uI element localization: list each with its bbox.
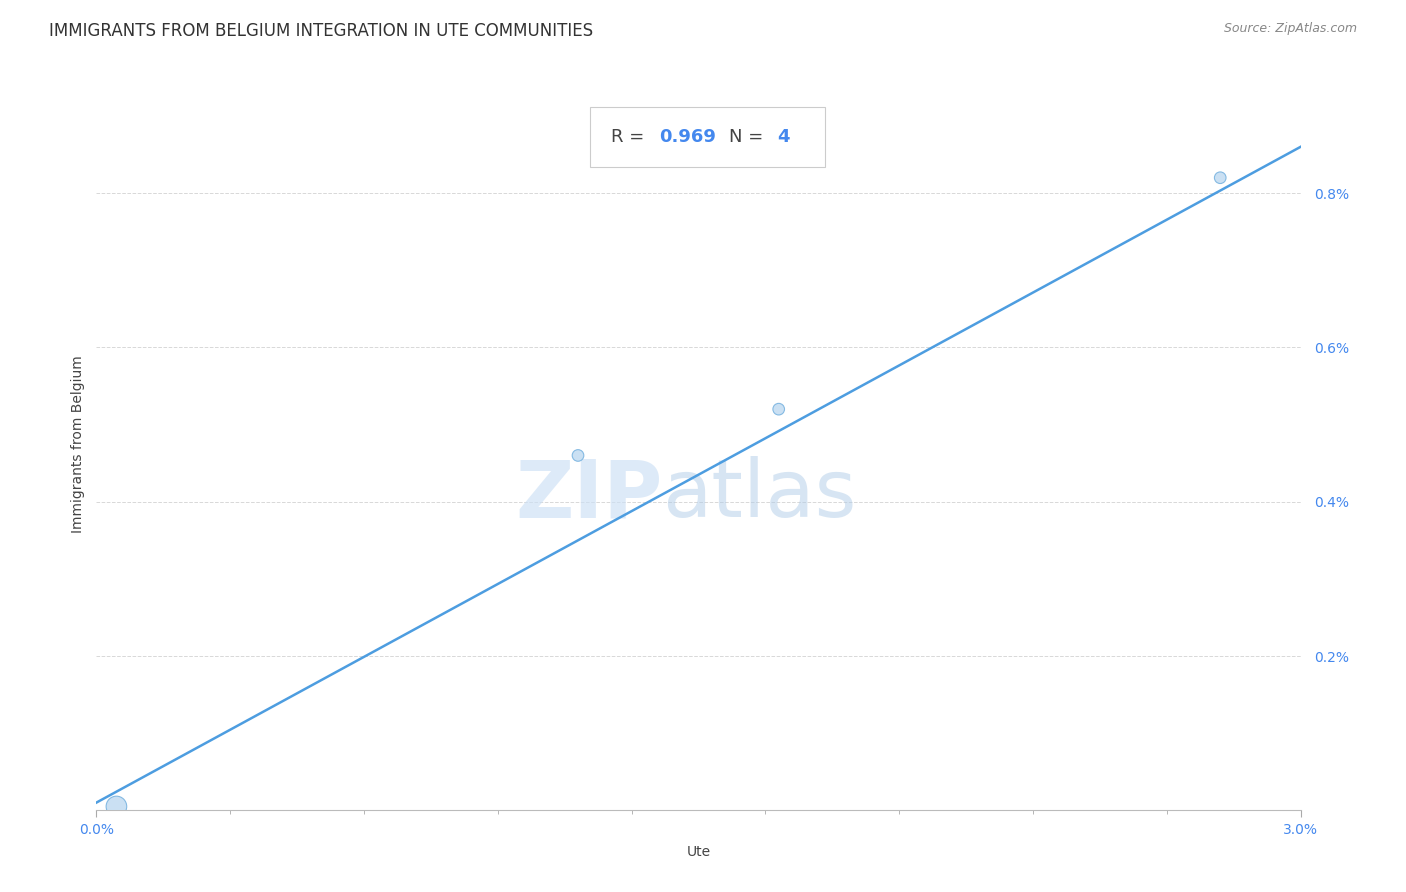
Point	[1209, 170, 1232, 185]
Text: N =: N =	[728, 128, 769, 145]
Point	[768, 402, 790, 417]
Text: Source: ZipAtlas.com: Source: ZipAtlas.com	[1223, 22, 1357, 36]
X-axis label: Ute: Ute	[686, 845, 710, 859]
Text: 0.969: 0.969	[658, 128, 716, 145]
Point	[567, 449, 589, 463]
Y-axis label: Immigrants from Belgium: Immigrants from Belgium	[72, 355, 86, 533]
Text: ZIP: ZIP	[515, 456, 662, 534]
Text: 4: 4	[776, 128, 789, 145]
Point	[105, 799, 128, 814]
Text: IMMIGRANTS FROM BELGIUM INTEGRATION IN UTE COMMUNITIES: IMMIGRANTS FROM BELGIUM INTEGRATION IN U…	[49, 22, 593, 40]
Text: R =: R =	[610, 128, 650, 145]
FancyBboxPatch shape	[591, 107, 825, 167]
Text: atlas: atlas	[662, 456, 856, 534]
